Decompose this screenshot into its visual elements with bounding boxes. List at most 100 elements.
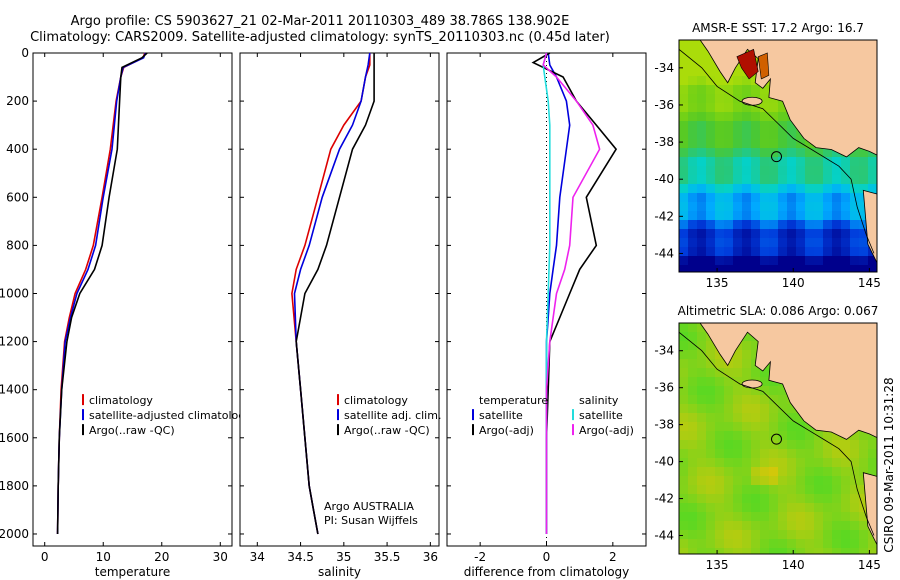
map-cell xyxy=(688,175,698,185)
map-cell xyxy=(742,440,752,450)
y-tick-label: 600 xyxy=(6,190,29,204)
map-cell xyxy=(724,139,734,149)
map-cell xyxy=(796,238,806,248)
map-cell xyxy=(787,148,797,158)
map-cell xyxy=(859,449,869,459)
map-cell xyxy=(688,386,698,396)
y-tick-label: -42 xyxy=(654,492,674,506)
map-cell xyxy=(751,166,761,176)
map-cell xyxy=(787,548,797,554)
map-cell xyxy=(679,332,689,342)
map-cell xyxy=(688,238,698,248)
y-tick-label: 1000 xyxy=(0,286,29,300)
map-cell xyxy=(697,458,707,468)
map-cell xyxy=(688,458,698,468)
map-cell xyxy=(679,130,689,140)
map-cell xyxy=(814,148,824,158)
map-cell xyxy=(796,193,806,203)
map-cell xyxy=(778,247,788,257)
y-tick-label: -38 xyxy=(654,135,674,149)
map-cell xyxy=(814,211,824,221)
profile-panel-2: 34 34.5 35 35.5 36 salinity climatology satelli… xyxy=(239,52,441,579)
map-cell xyxy=(814,256,824,266)
figure-title-line-2: Climatology: CARS2009. Satellite-adjuste… xyxy=(30,30,610,45)
y-tick-label: -36 xyxy=(654,98,674,112)
map-cell xyxy=(760,440,770,450)
map-cell xyxy=(715,184,725,194)
map-cell xyxy=(733,76,743,86)
map-cell xyxy=(697,184,707,194)
map-cell xyxy=(733,148,743,158)
map-cell xyxy=(697,449,707,459)
map-cell xyxy=(769,193,779,203)
map-cell xyxy=(850,193,860,203)
x-tick-label: 145 xyxy=(858,276,881,290)
map-cell xyxy=(742,404,752,414)
map-cell xyxy=(760,404,770,414)
map-cell xyxy=(697,395,707,405)
map-cell xyxy=(787,422,797,432)
map-cell xyxy=(679,166,689,176)
map-cell xyxy=(868,265,877,272)
map-cell xyxy=(733,112,743,122)
map-cell xyxy=(715,431,725,441)
map-cell xyxy=(787,220,797,230)
map-cell xyxy=(706,112,716,122)
map-cell xyxy=(841,476,851,486)
map-cell xyxy=(760,467,770,477)
map-cell xyxy=(706,220,716,230)
map-cell xyxy=(850,440,860,450)
map-cell xyxy=(796,211,806,221)
map-cell xyxy=(733,413,743,423)
map-cell xyxy=(850,530,860,540)
y-tick-label: -34 xyxy=(654,344,674,358)
map-cell xyxy=(688,332,698,342)
map-cell xyxy=(769,404,779,414)
map-cell xyxy=(796,494,806,504)
map-cell xyxy=(814,485,824,495)
map-cell xyxy=(805,467,815,477)
map-cell xyxy=(679,49,689,59)
map-cell xyxy=(679,422,689,432)
map-cell xyxy=(787,512,797,522)
map-cell xyxy=(832,202,842,212)
map-cell xyxy=(823,256,833,266)
map-cell xyxy=(769,494,779,504)
map-cell xyxy=(733,220,743,230)
map-cell xyxy=(841,256,851,266)
map-cell xyxy=(814,458,824,468)
map-cell xyxy=(733,476,743,486)
map-cell xyxy=(733,67,743,77)
map-cell xyxy=(751,503,761,513)
map-cell xyxy=(679,476,689,486)
map-cell xyxy=(751,256,761,266)
series-line-4 xyxy=(542,52,601,534)
map-cell xyxy=(796,157,806,167)
map-cell xyxy=(778,220,788,230)
map-cell xyxy=(688,85,698,95)
map-title: Altimetric SLA: 0.086 Argo: 0.067 xyxy=(678,304,879,318)
map-cell xyxy=(724,265,734,272)
map-cell xyxy=(751,521,761,531)
map-cell xyxy=(697,67,707,77)
map-cell xyxy=(751,512,761,522)
map-cell xyxy=(850,175,860,185)
map-cell xyxy=(742,350,752,360)
map-cell xyxy=(742,368,752,378)
map-cell xyxy=(688,548,698,554)
map-cell xyxy=(742,512,752,522)
map-cell xyxy=(823,166,833,176)
map-field xyxy=(679,40,877,272)
map-cell xyxy=(697,148,707,158)
map-cell xyxy=(697,359,707,369)
map-cell xyxy=(868,449,877,459)
map-cell xyxy=(868,175,877,185)
map-cell xyxy=(724,413,734,423)
map-cell xyxy=(823,512,833,522)
map-cell xyxy=(733,85,743,95)
map-cell xyxy=(733,494,743,504)
map-cell xyxy=(850,431,860,441)
map-cell xyxy=(823,521,833,531)
map-cell xyxy=(724,539,734,549)
map-cell xyxy=(706,130,716,140)
